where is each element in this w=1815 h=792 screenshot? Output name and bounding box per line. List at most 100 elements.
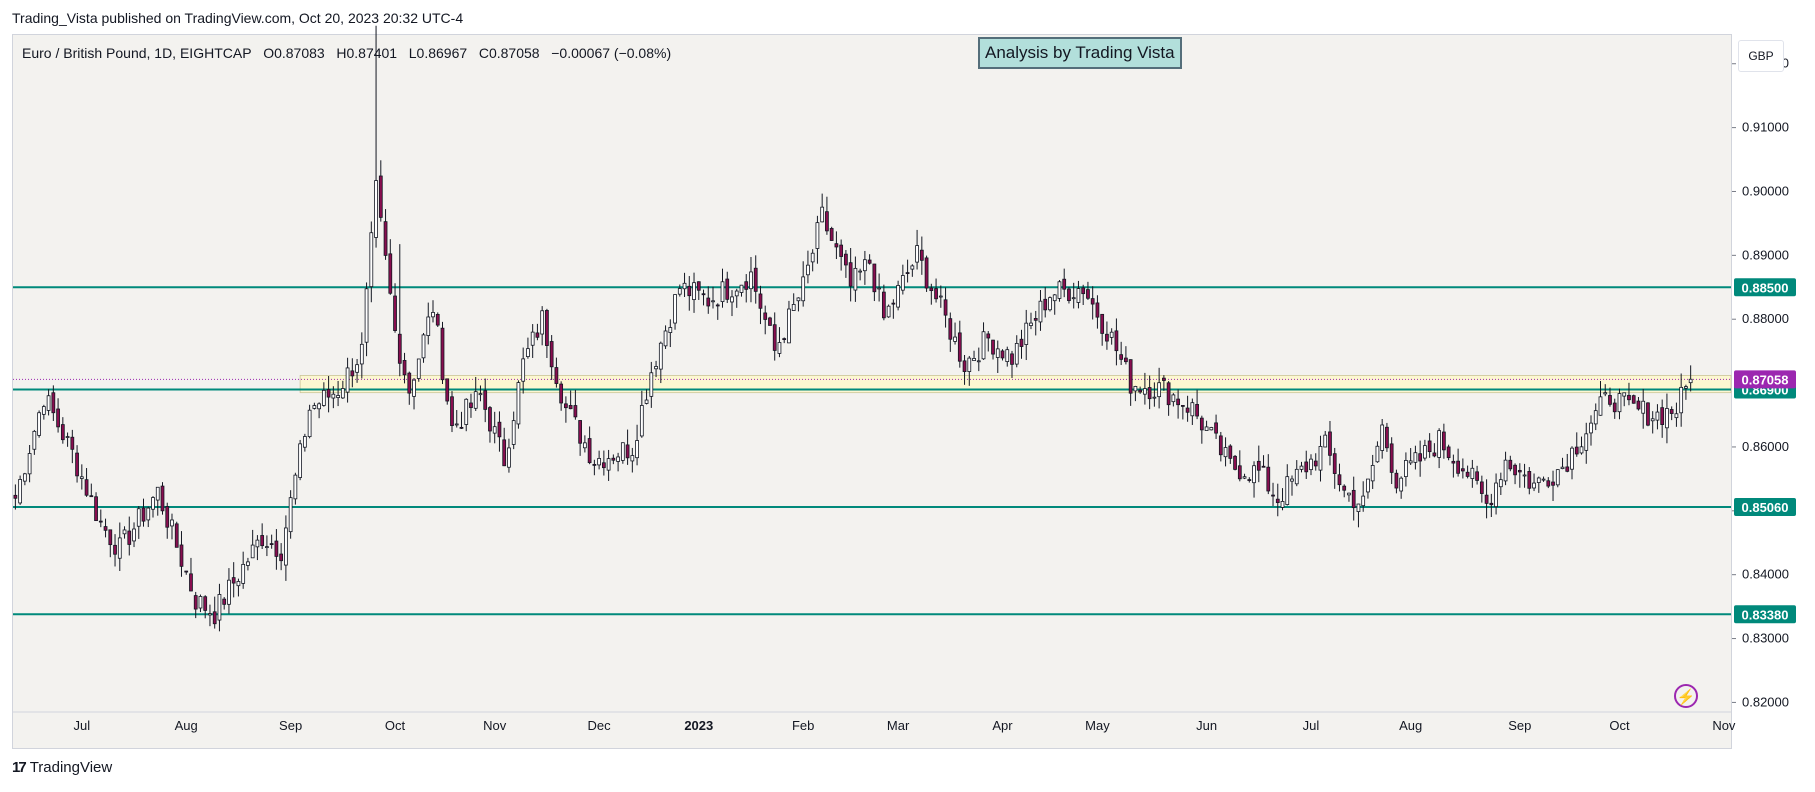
candle-body bbox=[796, 297, 801, 302]
candle-body bbox=[820, 206, 825, 223]
candle-body bbox=[1124, 357, 1128, 363]
candle-body bbox=[132, 528, 136, 542]
candle-body bbox=[1237, 465, 1242, 480]
candle-body bbox=[288, 497, 293, 533]
candle-body bbox=[915, 245, 919, 263]
candle-body bbox=[1033, 318, 1038, 321]
legend-low: L0.86967 bbox=[408, 45, 468, 61]
candle-body bbox=[739, 284, 744, 293]
candle-body bbox=[127, 530, 132, 545]
candle-body bbox=[863, 259, 867, 272]
candle-body bbox=[991, 339, 995, 355]
candle-body bbox=[839, 244, 844, 257]
candle-body bbox=[1342, 485, 1347, 491]
candle-body bbox=[730, 296, 734, 303]
candle-body bbox=[540, 310, 545, 335]
legend-open: O0.87083 bbox=[263, 45, 325, 61]
candle-body bbox=[374, 180, 378, 238]
candle-body bbox=[1038, 300, 1043, 323]
candle-body bbox=[592, 463, 597, 466]
candle-body bbox=[620, 442, 625, 461]
candle-body bbox=[378, 175, 383, 218]
candle-body bbox=[1489, 502, 1494, 506]
candle-body bbox=[122, 529, 127, 535]
candle-body bbox=[654, 366, 658, 370]
candle-body bbox=[1309, 458, 1313, 471]
candle-body bbox=[279, 553, 284, 562]
candle-body bbox=[943, 299, 948, 316]
candle-body bbox=[1527, 471, 1532, 489]
candle-body bbox=[564, 403, 568, 409]
time-tick-label: Dec bbox=[588, 718, 612, 733]
publish-info: Trading_Vista published on TradingView.c… bbox=[12, 10, 464, 26]
candle-body bbox=[1109, 331, 1114, 338]
candle-body bbox=[1299, 465, 1304, 470]
candle-body bbox=[801, 276, 806, 302]
candle-body bbox=[573, 405, 578, 418]
lightning-bolt-icon[interactable]: ⚡ bbox=[1674, 684, 1698, 708]
candle-body bbox=[1555, 469, 1560, 486]
candle-body bbox=[75, 452, 79, 477]
candle-body bbox=[753, 267, 758, 292]
candle-body bbox=[179, 544, 184, 567]
candle-body bbox=[934, 288, 938, 300]
candle-body bbox=[658, 342, 663, 370]
candle-body bbox=[231, 577, 236, 584]
candle-body bbox=[56, 408, 60, 428]
footer-brand: TradingView bbox=[29, 759, 113, 776]
candle-body bbox=[844, 253, 848, 266]
candle-body bbox=[715, 304, 720, 307]
candle-body bbox=[151, 497, 155, 510]
currency-button[interactable]: GBP bbox=[1738, 40, 1784, 72]
candle-body bbox=[136, 508, 141, 527]
candle-body bbox=[1361, 495, 1366, 507]
candle-body bbox=[1684, 386, 1688, 389]
price-tick-label: 0.88000 bbox=[1742, 311, 1789, 326]
candle-body bbox=[1114, 330, 1119, 352]
candle-body bbox=[431, 311, 435, 318]
candle-body bbox=[113, 544, 117, 555]
candle-body bbox=[317, 403, 321, 410]
candle-body bbox=[1256, 460, 1261, 471]
candle-body bbox=[597, 458, 601, 466]
candle-body bbox=[141, 507, 146, 522]
candle-body bbox=[601, 462, 606, 469]
candle-body bbox=[1285, 476, 1290, 505]
candle-body bbox=[469, 402, 473, 409]
candle-body bbox=[302, 436, 307, 448]
candle-body bbox=[1171, 394, 1176, 403]
candle-body bbox=[1593, 410, 1598, 425]
candle-body bbox=[174, 523, 179, 548]
candle-body bbox=[412, 379, 416, 397]
candle-body bbox=[1005, 349, 1010, 362]
candle-body bbox=[1508, 459, 1513, 470]
time-tick-label: Sep bbox=[279, 718, 302, 733]
candle-body bbox=[1081, 287, 1086, 295]
candle-body bbox=[1014, 343, 1019, 365]
candle-body bbox=[98, 520, 103, 523]
candle-body bbox=[1233, 455, 1237, 470]
candle-body bbox=[986, 333, 991, 339]
candle-body bbox=[421, 334, 426, 359]
candle-body bbox=[1688, 378, 1693, 384]
candle-body bbox=[459, 426, 464, 429]
candle-body bbox=[806, 264, 810, 276]
candle-body bbox=[359, 343, 364, 365]
candle-body bbox=[1057, 281, 1062, 299]
candle-body bbox=[663, 330, 668, 347]
candle-body bbox=[1318, 446, 1323, 471]
price-tick-label: 0.86000 bbox=[1742, 439, 1789, 454]
candle-body bbox=[1090, 298, 1095, 305]
candle-body bbox=[507, 447, 511, 468]
candle-body bbox=[1389, 443, 1394, 473]
time-tick-label: Jul bbox=[1303, 718, 1320, 733]
candle-body bbox=[307, 409, 312, 438]
candle-body bbox=[853, 267, 858, 291]
candle-body bbox=[488, 407, 492, 432]
candle-body bbox=[1214, 422, 1218, 434]
tradingview-footer[interactable]: 17 TradingView bbox=[12, 759, 112, 776]
candle-body bbox=[41, 406, 46, 415]
candle-body bbox=[606, 458, 611, 471]
